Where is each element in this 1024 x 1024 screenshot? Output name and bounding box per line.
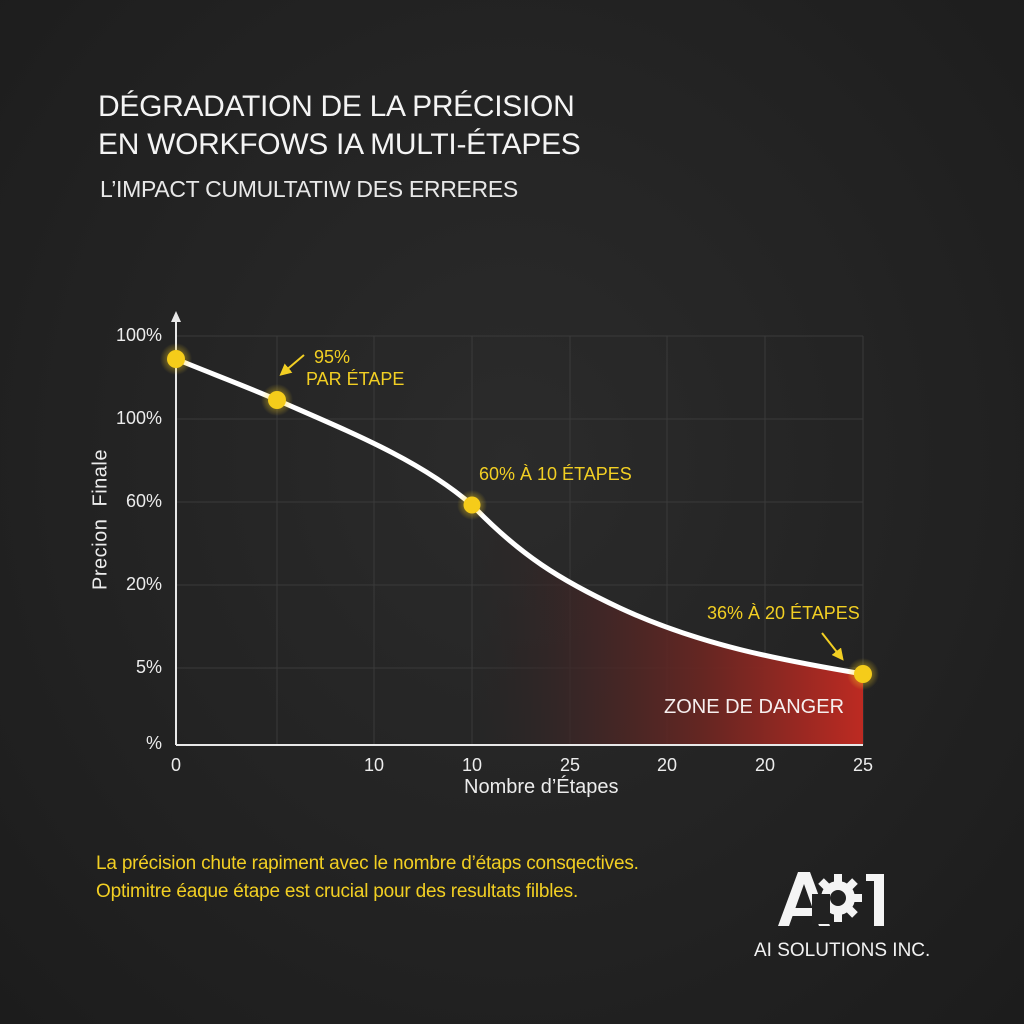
y-tick: % (145, 733, 162, 753)
chart-subtitle: L’IMPACT CUMULTATIW DES ERRERES (100, 176, 518, 202)
data-points (160, 343, 879, 690)
chart-title: DÉGRADATION DE LA PRÉCISION EN WORKFOWS … (98, 88, 581, 164)
x-tick: 25 (852, 755, 874, 775)
y-tick: 5% (135, 657, 162, 677)
y-axis-arrow-icon (171, 311, 181, 322)
y-tick: 100% (115, 408, 162, 428)
arrow-icon (821, 632, 844, 661)
axes (175, 318, 863, 746)
company-name: AI SOLUTIONS INC. (754, 940, 931, 961)
arrow-icon (279, 354, 305, 376)
title-line-2: EN WORKFOWS IA MULTI-ÉTAPES (98, 128, 581, 161)
gear-icon (812, 874, 862, 924)
y-tick: 60% (125, 491, 162, 511)
y-tick: 20% (125, 574, 162, 594)
x-tick: 20 (656, 755, 678, 775)
x-tick: 25 (559, 755, 581, 775)
x-axis-label: Nombre d’Étapes (464, 776, 619, 798)
danger-zone-area (472, 505, 863, 745)
x-tick: 20 (754, 755, 776, 775)
data-point (268, 391, 286, 409)
annotation-end: 36% À 20 ÉTAPES (707, 603, 860, 623)
title-line-1: DÉGRADATION DE LA PRÉCISION (98, 90, 575, 123)
x-tick: 10 (363, 755, 385, 775)
footer-note: La précision chute rapiment avec le nomb… (96, 850, 639, 906)
x-tick: 10 (461, 755, 483, 775)
footer-line-1: La précision chute rapiment avec le nomb… (96, 853, 639, 874)
company-logo-icon (778, 872, 884, 926)
data-point (854, 665, 872, 683)
y-tick: 100% (115, 325, 162, 345)
danger-zone-label: ZONE DE DANGER (664, 696, 845, 718)
annotation-per-step-label: PAR ÉTAPE (306, 369, 405, 389)
data-point (463, 496, 481, 514)
y-axis-label: Precion Finale (89, 449, 112, 590)
footer-line-2: Optimitre éaque étape est crucial pour d… (96, 881, 579, 902)
x-tick: 0 (170, 755, 181, 775)
data-point (167, 350, 185, 368)
annotation-mid: 60% À 10 ÉTAPES (479, 464, 632, 484)
annotation-per-step: 95% PAR ÉTAPE (306, 346, 404, 390)
annotation-per-step-value: 95% (314, 347, 351, 367)
